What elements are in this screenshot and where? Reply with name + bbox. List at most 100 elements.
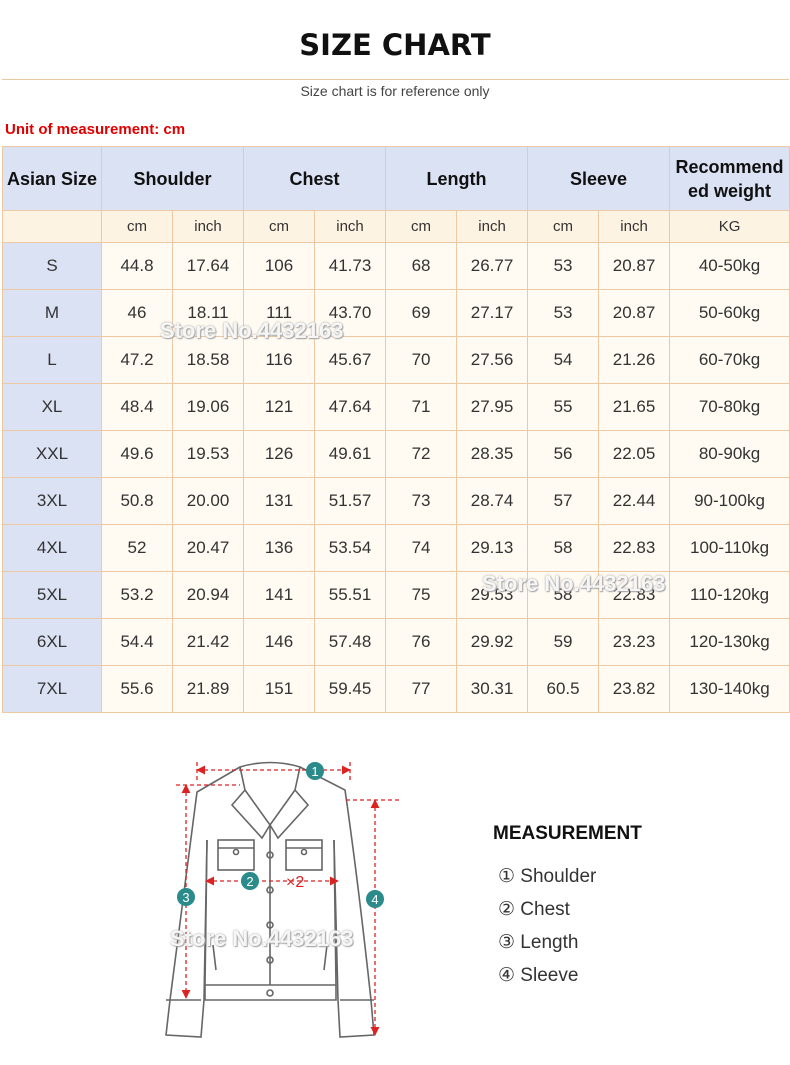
value-cell: 23.23 bbox=[598, 618, 671, 666]
marker-circle bbox=[306, 762, 324, 780]
value-cell: 70-80kg bbox=[669, 383, 790, 431]
markers: 1 2 3 4 ×2 bbox=[177, 762, 384, 908]
value-cell: 60.5 bbox=[527, 665, 600, 713]
column-header: Sleeve bbox=[527, 146, 671, 211]
value-cell: 100-110kg bbox=[669, 524, 790, 572]
value-cell: 44.8 bbox=[101, 242, 173, 290]
value-cell: 41.73 bbox=[314, 242, 387, 290]
subtitle: Size chart is for reference only bbox=[300, 83, 490, 99]
size-cell: S bbox=[2, 242, 102, 290]
value-cell: 27.17 bbox=[456, 289, 529, 337]
value-cell: 121 bbox=[243, 383, 316, 431]
value-cell: 130-140kg bbox=[669, 665, 790, 713]
size-table: Asian Size Shoulder Chest Length Sleeve Recom… bbox=[2, 146, 790, 713]
marker-label: 2 bbox=[246, 874, 253, 889]
marker-circle bbox=[366, 890, 384, 908]
value-cell: 55.51 bbox=[314, 571, 387, 619]
value-cell: 21.26 bbox=[598, 336, 671, 384]
unit-note: Unit of measurement: cm bbox=[5, 121, 186, 138]
blank-cell bbox=[2, 210, 102, 243]
data-row: XL 48.4 19.06 121 47.64 71 27.95 55 21.65 70-80kg bbox=[2, 383, 790, 431]
value-cell: 53 bbox=[527, 289, 600, 337]
value-cell: 49.6 bbox=[101, 430, 173, 478]
column-header: Length bbox=[385, 146, 529, 211]
column-header: Recommend ed weight bbox=[669, 146, 790, 211]
value-cell: 54 bbox=[527, 336, 600, 384]
value-cell: 56 bbox=[527, 430, 600, 478]
data-row: 7XL 55.6 21.89 151 59.45 77 30.31 60.5 23.82 130-… bbox=[2, 665, 790, 713]
legend-item: ④ Sleeve bbox=[498, 965, 578, 986]
watermark: Store No.4432163 bbox=[482, 571, 666, 596]
value-cell: 53 bbox=[527, 242, 600, 290]
value-cell: 22.44 bbox=[598, 477, 671, 525]
marker-circle bbox=[177, 888, 195, 906]
value-cell: 21.42 bbox=[171, 618, 245, 666]
value-cell: 55.6 bbox=[101, 665, 173, 713]
value-cell: 53.54 bbox=[314, 524, 387, 572]
value-cell: 20.94 bbox=[171, 571, 245, 619]
unit-header: inch bbox=[314, 210, 387, 243]
value-cell: 29.13 bbox=[456, 524, 529, 572]
size-cell: 7XL bbox=[2, 665, 102, 713]
value-cell: 21.65 bbox=[598, 383, 671, 431]
unit-row: cm inch cm inch cm inch cm inch KG bbox=[2, 210, 790, 243]
data-row: S 44.8 17.64 106 41.73 68 26.77 53 20.87 40-50kg bbox=[2, 242, 790, 290]
size-cell: 6XL bbox=[2, 618, 102, 666]
value-cell: 47.64 bbox=[314, 383, 387, 431]
value-cell: 120-130kg bbox=[669, 618, 790, 666]
value-cell: 54.4 bbox=[101, 618, 173, 666]
value-cell: 116 bbox=[243, 336, 316, 384]
value-cell: 106 bbox=[243, 242, 316, 290]
value-cell: 68 bbox=[385, 242, 458, 290]
value-cell: 70 bbox=[385, 336, 458, 384]
value-cell: 58 bbox=[527, 571, 600, 619]
value-cell: 59.45 bbox=[314, 665, 387, 713]
unit-header: cm bbox=[385, 210, 458, 243]
value-cell: 27.56 bbox=[456, 336, 529, 384]
value-cell: 43.70 bbox=[314, 289, 387, 337]
value-cell: 17.64 bbox=[171, 242, 245, 290]
value-cell: 141 bbox=[243, 571, 316, 619]
value-cell: 20.00 bbox=[171, 477, 245, 525]
value-cell: 20.87 bbox=[598, 289, 671, 337]
value-cell: 22.05 bbox=[598, 430, 671, 478]
value-cell: 151 bbox=[243, 665, 316, 713]
column-header: Chest bbox=[243, 146, 387, 211]
value-cell: 20.47 bbox=[171, 524, 245, 572]
value-cell: 51.57 bbox=[314, 477, 387, 525]
value-cell: 60-70kg bbox=[669, 336, 790, 384]
value-cell: 126 bbox=[243, 430, 316, 478]
marker-label: 1 bbox=[311, 764, 318, 779]
size-cell: 5XL bbox=[2, 571, 102, 619]
size-cell: L bbox=[2, 336, 102, 384]
measurement-diagram: 1 2 3 4 ×2 MEASUREMENT ① Shoulder ② Ches… bbox=[165, 761, 642, 1038]
value-cell: 69 bbox=[385, 289, 458, 337]
value-cell: 72 bbox=[385, 430, 458, 478]
value-cell: 59 bbox=[527, 618, 600, 666]
multiplier: ×2 bbox=[286, 874, 304, 891]
size-cell: M bbox=[2, 289, 102, 337]
value-cell: 22.83 bbox=[598, 524, 671, 572]
value-cell: 146 bbox=[243, 618, 316, 666]
value-cell: 47.2 bbox=[101, 336, 173, 384]
size-cell: XL bbox=[2, 383, 102, 431]
size-cell: XXL bbox=[2, 430, 102, 478]
value-cell: 77 bbox=[385, 665, 458, 713]
unit-header: KG bbox=[669, 210, 790, 243]
value-cell: 58 bbox=[527, 524, 600, 572]
value-cell: 90-100kg bbox=[669, 477, 790, 525]
value-cell: 74 bbox=[385, 524, 458, 572]
unit-header: inch bbox=[456, 210, 529, 243]
value-cell: 29.53 bbox=[456, 571, 529, 619]
value-cell: 23.82 bbox=[598, 665, 671, 713]
legend-title: MEASUREMENT bbox=[493, 823, 642, 844]
value-cell: 75 bbox=[385, 571, 458, 619]
divider bbox=[2, 79, 789, 80]
marker-label: 4 bbox=[371, 892, 378, 907]
column-header: Asian Size bbox=[2, 146, 102, 211]
data-row: 6XL 54.4 21.42 146 57.48 76 29.92 59 23.23 120-13… bbox=[2, 618, 790, 666]
value-cell: 52 bbox=[101, 524, 173, 572]
marker-circle bbox=[241, 872, 259, 890]
unit-header: cm bbox=[527, 210, 600, 243]
